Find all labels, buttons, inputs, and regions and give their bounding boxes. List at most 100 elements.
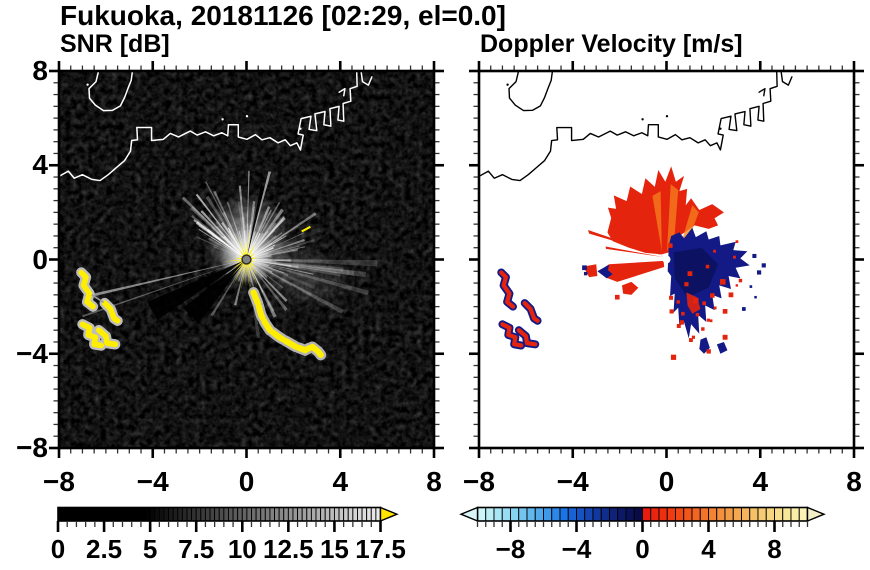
red-speck	[722, 309, 728, 314]
colorbar-segment	[246, 507, 252, 522]
colorbar-segment	[333, 507, 340, 522]
islet-dot	[245, 115, 249, 118]
coastline-path	[759, 89, 765, 96]
red-speck	[693, 298, 699, 304]
colorbar-segment	[370, 507, 377, 522]
red-speck	[735, 284, 739, 287]
colorbar-segment	[642, 507, 652, 522]
colorbar-segment	[366, 507, 372, 522]
radar-site-hole	[662, 255, 671, 264]
colorbar-segment	[510, 507, 520, 522]
colorbar-segment	[534, 507, 544, 522]
colorbar-segment	[600, 507, 610, 522]
coastline-path	[509, 71, 553, 111]
colorbar-segment	[191, 507, 197, 522]
colorbar-segment	[131, 507, 137, 522]
colorbar-segment	[80, 507, 87, 522]
colorbar-segment	[168, 507, 174, 522]
colorbar-segment	[526, 507, 536, 522]
radar-site-dot	[241, 254, 252, 265]
colorbar-segment	[352, 507, 358, 522]
colorbar-segment	[181, 507, 188, 522]
fringe-speck	[676, 324, 681, 328]
colorbar-segment	[112, 507, 119, 522]
fringe-speck	[706, 318, 710, 322]
colorbar-segment	[691, 507, 701, 522]
colorbar-segment	[617, 507, 627, 522]
colorbar-segment	[790, 507, 800, 522]
colorbar-segment	[675, 507, 685, 522]
colorbar-overflow-arrow	[806, 506, 826, 523]
colorbar-segment	[559, 507, 569, 522]
red-speck	[681, 311, 685, 316]
navy-speck	[761, 263, 766, 268]
navy-speck	[583, 271, 588, 276]
red-speck	[728, 292, 734, 298]
colorbar-segment	[343, 507, 349, 522]
fringe-speck	[710, 293, 715, 298]
islet-dot	[665, 115, 669, 118]
colorbar-segment	[292, 507, 299, 522]
islet-dot	[641, 118, 644, 121]
colorbar-segment	[592, 507, 602, 522]
colorbar-segment	[103, 507, 110, 522]
fringe-speck	[668, 243, 673, 248]
colorbar-segment	[650, 507, 660, 522]
navy-speck	[754, 295, 757, 299]
velocity-echo-group	[497, 166, 766, 360]
colorbar-segment	[485, 507, 495, 522]
colorbar-segment	[228, 507, 234, 522]
colorbar-segment	[140, 507, 146, 522]
colorbar-segment	[154, 507, 160, 522]
colorbar-segment	[214, 507, 220, 522]
colorbar-segment	[260, 507, 266, 522]
navy-speck	[741, 307, 746, 311]
fringe-speck	[702, 301, 706, 306]
navy-speck	[749, 285, 753, 288]
colorbar-segment	[297, 507, 303, 522]
colorbar-segment	[66, 507, 73, 522]
colorbar-segment	[278, 507, 285, 522]
colorbar-segment	[699, 507, 709, 522]
inbound-tail	[716, 341, 728, 354]
colorbar-segment	[741, 507, 751, 522]
fringe-speck	[688, 338, 693, 343]
colorbar-segment	[89, 507, 96, 522]
colorbar-segment	[145, 507, 151, 522]
colorbar-segment	[324, 507, 331, 522]
colorbar-segment	[122, 507, 128, 522]
snr-heatmap-panel	[59, 71, 434, 448]
red-speck	[684, 282, 689, 287]
colorbar-segment	[163, 507, 170, 522]
navy-speck	[582, 265, 587, 271]
red-speck	[706, 349, 711, 354]
red-speck	[733, 255, 736, 259]
colorbar-segment	[543, 507, 553, 522]
islet-dot	[221, 118, 224, 121]
colorbar-segment	[310, 507, 317, 522]
red-speck	[687, 271, 693, 277]
colorbar-segment	[306, 507, 312, 522]
fringe-speck	[713, 306, 717, 310]
colorbar-segment	[749, 507, 759, 522]
colorbar-segment	[85, 507, 91, 522]
red-speck	[676, 300, 680, 304]
colorbar-segment	[209, 507, 216, 522]
colorbar-segment	[117, 507, 123, 522]
colorbar-segment	[357, 507, 363, 522]
colorbar-segment	[71, 507, 77, 522]
fringe-speck	[669, 295, 674, 300]
colorbar-segment	[625, 507, 635, 522]
coastline	[479, 71, 792, 181]
colorbar-segment	[195, 507, 202, 522]
colorbar-segment	[765, 507, 775, 522]
colorbar-segment	[567, 507, 577, 522]
colorbar-segment	[683, 507, 693, 522]
islet-dot	[506, 83, 509, 86]
islet-dot	[299, 127, 302, 130]
colorbar-segment	[287, 507, 294, 522]
colorbar-segment	[666, 507, 676, 522]
colorbar-segment	[477, 507, 487, 522]
colorbar-segment	[708, 507, 718, 522]
